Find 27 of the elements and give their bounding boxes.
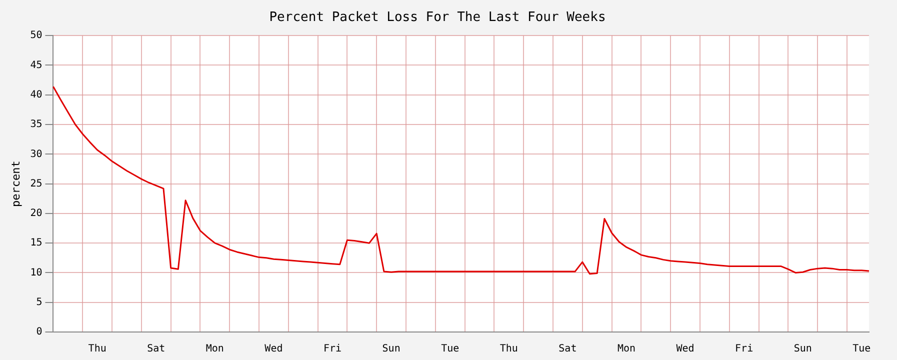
y-tick-label: 30 — [30, 148, 42, 160]
y-tick-label: 35 — [30, 119, 42, 130]
x-tick-label: Tue — [852, 344, 871, 355]
chart-title: Percent Packet Loss For The Last Four Weeks — [269, 10, 606, 26]
x-tick-label: Wed — [676, 344, 694, 355]
y-tick-label: 45 — [30, 60, 42, 71]
y-tick-label: 20 — [30, 208, 42, 220]
x-tick-label: Sat — [147, 344, 166, 355]
y-tick-label: 0 — [36, 326, 42, 338]
x-tick-label: Thu — [88, 344, 106, 355]
x-tick-label: Fri — [323, 344, 342, 355]
x-tick-label: Mon — [617, 344, 636, 355]
y-tick-label: 15 — [30, 238, 42, 249]
x-tick-label: Sun — [794, 344, 812, 355]
x-tick-label: Mon — [206, 344, 224, 355]
x-tick-label: Tue — [441, 344, 460, 355]
x-tick-label: Fri — [735, 344, 754, 355]
y-tick-label: 25 — [30, 178, 42, 190]
x-tick-label: Thu — [500, 344, 518, 355]
y-tick-label: 5 — [36, 296, 42, 308]
y-tick-label: 40 — [30, 89, 42, 100]
x-tick-label: Sun — [382, 344, 400, 355]
x-tick-label: Wed — [264, 344, 283, 355]
y-tick-label: 50 — [30, 30, 42, 42]
x-tick-label: Sat — [558, 344, 577, 355]
y-axis-title: percent — [9, 160, 22, 207]
y-tick-label: 10 — [30, 267, 42, 278]
